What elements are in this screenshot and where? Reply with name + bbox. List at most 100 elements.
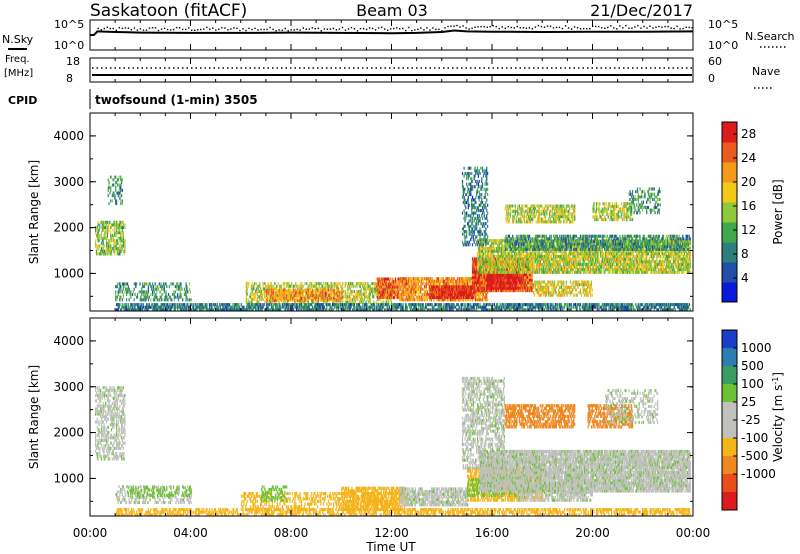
range-cell <box>155 293 157 297</box>
nsearch-dot <box>323 28 326 30</box>
nsearch-dot <box>528 27 531 29</box>
range-cell <box>264 287 266 291</box>
range-cell <box>478 273 480 277</box>
range-cell <box>255 295 257 299</box>
range-cell <box>481 257 484 261</box>
range-cell <box>420 285 422 289</box>
range-cell <box>310 293 312 297</box>
nsearch-dot <box>411 29 413 32</box>
range-cell <box>320 282 322 286</box>
range-cell <box>264 292 266 296</box>
range-cell <box>566 293 568 297</box>
nsky-label: N.Sky <box>2 33 34 46</box>
range-cell <box>311 284 313 288</box>
range-cell <box>492 262 494 266</box>
range-cell <box>124 290 126 294</box>
range-cell <box>428 293 430 297</box>
range-cell <box>120 285 122 289</box>
range-cell <box>486 265 488 269</box>
range-cell <box>304 282 306 286</box>
range-cell <box>254 295 256 299</box>
range-cell <box>409 285 411 289</box>
range-cell <box>445 282 448 286</box>
range-cell <box>273 287 275 291</box>
range-cell <box>481 286 484 290</box>
range-cell <box>443 298 445 302</box>
range-cell <box>115 234 117 238</box>
range-cell <box>466 285 469 289</box>
range-cell <box>438 290 440 294</box>
range-cell <box>446 296 449 300</box>
range-cell <box>391 285 393 289</box>
range-cell <box>479 275 481 279</box>
range-cell <box>481 275 483 279</box>
range-cell <box>121 290 124 294</box>
range-cell <box>385 277 387 281</box>
range-cell <box>387 285 389 289</box>
range-cell <box>398 280 400 284</box>
range-cell <box>465 298 467 302</box>
range-cell <box>110 199 112 203</box>
range-cell <box>384 296 387 300</box>
range-cell <box>156 295 158 299</box>
range-cell <box>317 299 319 303</box>
range-cell <box>590 291 592 295</box>
range-cell <box>142 298 145 302</box>
range-cell <box>177 285 180 289</box>
range-cell <box>110 247 112 251</box>
range-cell <box>551 285 553 289</box>
range-cell <box>104 249 106 253</box>
range-cell <box>100 236 103 240</box>
nsearch-dot <box>182 28 184 31</box>
range-cell <box>480 293 482 297</box>
range-cell <box>563 280 565 284</box>
range-cell <box>307 288 309 292</box>
range-cell <box>440 290 442 294</box>
range-cell <box>461 290 463 294</box>
range-cell <box>397 296 399 300</box>
range-cell <box>347 287 349 291</box>
range-cell <box>551 288 553 292</box>
range-cell <box>358 290 360 294</box>
range-cell <box>100 234 103 238</box>
range-cell <box>130 290 132 294</box>
range-cell <box>342 295 345 299</box>
range-cell <box>564 293 566 297</box>
range-cell <box>105 231 107 235</box>
range-cell <box>121 188 124 192</box>
range-cell <box>264 295 266 299</box>
range-cell <box>96 234 98 238</box>
range-cell <box>477 289 480 293</box>
range-cell <box>523 262 526 266</box>
range-cell <box>476 289 478 293</box>
range-cell <box>359 292 361 296</box>
range-cell <box>292 288 294 292</box>
range-cell <box>443 293 445 297</box>
range-cell <box>415 290 418 294</box>
nsearch-dot <box>489 26 491 28</box>
range-cell <box>348 284 351 288</box>
range-cell <box>473 268 475 272</box>
range-cell <box>385 297 387 301</box>
range-cell <box>416 295 418 299</box>
nsearch-tick-bottom: 10^0 <box>708 39 738 52</box>
range-cell <box>451 298 454 302</box>
range-cell <box>410 287 413 291</box>
range-cell <box>283 291 285 295</box>
range-cell <box>163 290 165 294</box>
range-cell <box>403 290 405 294</box>
range-cell <box>128 298 130 302</box>
range-cell <box>377 296 379 300</box>
range-cell <box>278 296 280 300</box>
range-cell <box>582 280 584 284</box>
range-cell <box>410 279 413 283</box>
range-cell <box>408 277 410 281</box>
range-cell <box>395 282 397 286</box>
range-cell <box>124 249 126 253</box>
nsearch-dot <box>278 29 280 31</box>
range-cell <box>359 284 361 288</box>
range-cell <box>433 279 435 283</box>
range-cell <box>500 260 502 264</box>
range-cell <box>296 291 299 295</box>
range-cell <box>346 300 348 304</box>
